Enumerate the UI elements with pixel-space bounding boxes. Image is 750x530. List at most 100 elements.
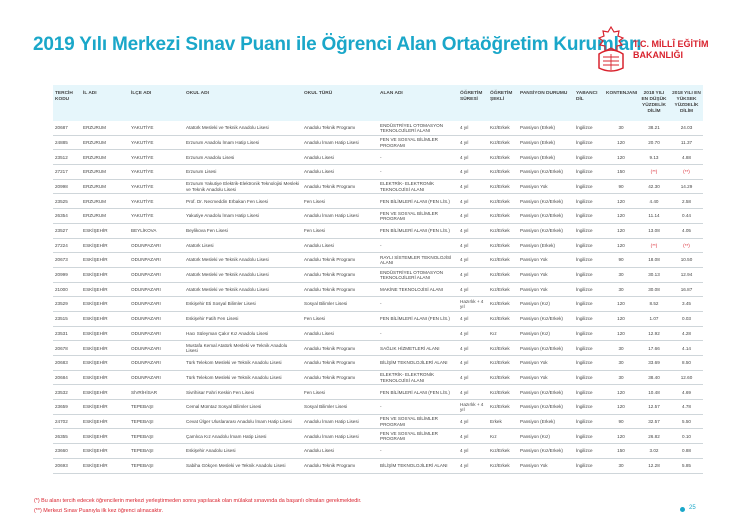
table-cell: İngilizce bbox=[574, 326, 604, 342]
header-cell: YABANCI DİL bbox=[574, 85, 604, 121]
table-cell: İngilizce bbox=[574, 238, 604, 254]
table-cell: ODUNPAZARI bbox=[129, 252, 184, 268]
table-cell: Kız/Erkek bbox=[488, 399, 518, 415]
table-cell: İngilizce bbox=[574, 149, 604, 166]
table-cell: 4 yıl bbox=[458, 384, 488, 401]
table-cell: İngilizce bbox=[574, 179, 604, 195]
table-row: 24885 ERZURUM YAKUTİYE Erzurum Anadolu İmam… bbox=[53, 135, 703, 151]
table-cell: 90 bbox=[604, 252, 638, 268]
table-cell: ESKİŞEHİR bbox=[81, 443, 129, 459]
table-cell: 3.02 bbox=[638, 443, 670, 459]
header-cell: OKUL TÜRÜ bbox=[302, 85, 378, 121]
table-cell: İngilizce bbox=[574, 252, 604, 268]
table-cell: 10.48 bbox=[638, 384, 670, 401]
table-row: 21000 ESKİŞEHİR ODUNPAZARI Atatürk Mesleki … bbox=[53, 282, 703, 298]
table-cell: Kız/Erkek bbox=[488, 443, 518, 459]
table-row: 23527 ESKİŞEHİR BEYLİKOVA Beylikova Fen Lis… bbox=[53, 223, 703, 239]
table-cell: Erzurum Anadolu İmam Hatip Lisesi bbox=[184, 135, 302, 151]
table-cell: 11.14 bbox=[638, 208, 670, 224]
table-cell: 4 yıl bbox=[458, 238, 488, 254]
table-cell: 12.94 bbox=[670, 267, 703, 283]
table-cell: 14.29 bbox=[670, 179, 703, 195]
table-cell: Kız bbox=[488, 428, 518, 445]
table-cell: 4.88 bbox=[670, 149, 703, 166]
table-cell: (**) bbox=[638, 164, 670, 180]
table-cell: RAYLI SİSTEMLER TEKNOLOJİSİ ALANI bbox=[378, 252, 458, 268]
table-cell: Pansiyon (Erkek) bbox=[518, 135, 574, 151]
table-cell: Kız/Erkek bbox=[488, 458, 518, 474]
table-cell: 4.28 bbox=[670, 326, 703, 342]
table-cell: 33.69 bbox=[638, 355, 670, 371]
table-cell: Pansiyon (Kız/Erkek) bbox=[518, 164, 574, 180]
table-cell: Beylikova Fen Lisesi bbox=[184, 223, 302, 239]
table-cell: 23512 bbox=[53, 149, 81, 166]
table-cell: ESKİŞEHİR bbox=[81, 238, 129, 254]
table-cell: Anadolu Teknik Programı bbox=[302, 282, 378, 298]
table-cell: SAĞLIK HİZMETLERİ ALANI bbox=[378, 340, 458, 356]
table-cell: 120 bbox=[604, 149, 638, 166]
table-cell: 13.08 bbox=[638, 223, 670, 239]
table-cell: Pansiyon (Erkek) bbox=[518, 238, 574, 254]
schools-table: TERCİH KODU İL ADI İLÇE ADI OKUL ADI OKU… bbox=[53, 85, 703, 474]
table-cell: 20.70 bbox=[638, 135, 670, 151]
table-cell: İngilizce bbox=[574, 208, 604, 224]
table-cell: 4 yıl bbox=[458, 370, 488, 386]
table-cell: Kız/Erkek bbox=[488, 370, 518, 386]
footnote-2: (**) Merkezi Sınav Puanıyla ilk kez öğre… bbox=[34, 508, 164, 514]
table-header-row: TERCİH KODU İL ADI İLÇE ADI OKUL ADI OKU… bbox=[53, 85, 703, 121]
table-cell: Pansiyon (Kız/Erkek) bbox=[518, 443, 574, 459]
table-row: 26355 ESKİŞEHİR TEPEBAŞI Çamlıca Kız Anadol… bbox=[53, 428, 703, 445]
table-cell: 20999 bbox=[53, 267, 81, 283]
table-cell: 120 bbox=[604, 399, 638, 415]
table-cell: ESKİŞEHİR bbox=[81, 252, 129, 268]
table-cell: FEN VE SOSYAL BİLİMLER PROGRAMI bbox=[378, 208, 458, 224]
table-cell: ERZURUM bbox=[81, 208, 129, 224]
table-cell: 23659 bbox=[53, 399, 81, 415]
table-cell: Pansiyon (Erkek) bbox=[518, 121, 574, 136]
table-cell: - bbox=[378, 399, 458, 415]
table-cell: İngilizce bbox=[574, 267, 604, 283]
table-cell: Pansiyon (Kız) bbox=[518, 428, 574, 445]
table-cell: 120 bbox=[604, 384, 638, 401]
table-row: 27224 ESKİŞEHİR ODUNPAZARI Atatürk Lisesi An… bbox=[53, 238, 703, 254]
logo-text-line1: T.C. MİLLÎ EĞİTİM bbox=[633, 39, 709, 49]
table-cell: 0.44 bbox=[670, 208, 703, 224]
page-title: 2019 Yılı Merkezi Sınav Puanı ile Öğrenc… bbox=[33, 34, 642, 55]
table-cell: - bbox=[378, 238, 458, 254]
table-cell: ODUNPAZARI bbox=[129, 238, 184, 254]
table-cell: 90 bbox=[604, 414, 638, 430]
table-cell: 23529 bbox=[53, 296, 81, 312]
table-cell: YAKUTİYE bbox=[129, 193, 184, 210]
table-cell: Sosyal Bilimler Lisesi bbox=[302, 399, 378, 415]
table-cell: Atatürk Mesleki ve Teknik Anadolu Lisesi bbox=[184, 282, 302, 298]
table-cell: 4 yıl bbox=[458, 267, 488, 283]
header-cell: İL ADI bbox=[81, 85, 129, 121]
table-cell: 2.58 bbox=[670, 193, 703, 210]
table-cell: Erkek bbox=[488, 414, 518, 430]
table-cell: FEN BİLİMLERİ ALANI (FEN LİS.) bbox=[378, 384, 458, 401]
table-cell: İngilizce bbox=[574, 355, 604, 371]
table-cell: Pansiyon (Kız/Erkek) bbox=[518, 399, 574, 415]
table-cell: 4 yıl bbox=[458, 223, 488, 239]
table-cell: ODUNPAZARI bbox=[129, 267, 184, 283]
table-cell: TEPEBAŞI bbox=[129, 428, 184, 445]
table-cell: ODUNPAZARI bbox=[129, 296, 184, 312]
table-row: 20673 ESKİŞEHİR ODUNPAZARI Atatürk Mesleki … bbox=[53, 252, 703, 268]
table-cell: 20683 bbox=[53, 355, 81, 371]
table-cell: İngilizce bbox=[574, 121, 604, 136]
table-cell: Kız/Erkek bbox=[488, 149, 518, 166]
table-cell: 120 bbox=[604, 135, 638, 151]
table-cell: Kız/Erkek bbox=[488, 355, 518, 371]
table-cell: (**) bbox=[670, 164, 703, 180]
table-cell: ODUNPAZARI bbox=[129, 340, 184, 356]
table-cell: 4.69 bbox=[670, 384, 703, 401]
table-cell: 24702 bbox=[53, 414, 81, 430]
table-cell: Anadolu İmam Hatip Lisesi bbox=[302, 428, 378, 445]
table-cell: ESKİŞEHİR bbox=[81, 267, 129, 283]
table-cell: Cemal Mümtaz Sosyal Bilimler Lisesi bbox=[184, 399, 302, 415]
table-cell: Kız/Erkek bbox=[488, 179, 518, 195]
table-cell: 18.08 bbox=[638, 252, 670, 268]
table-cell: ENDÜSTRİYEL OTOMASYON TEKNOLOJİLERİ ALAN… bbox=[378, 267, 458, 283]
table-cell: 26.82 bbox=[638, 428, 670, 445]
table-cell: Kız/Erkek bbox=[488, 223, 518, 239]
